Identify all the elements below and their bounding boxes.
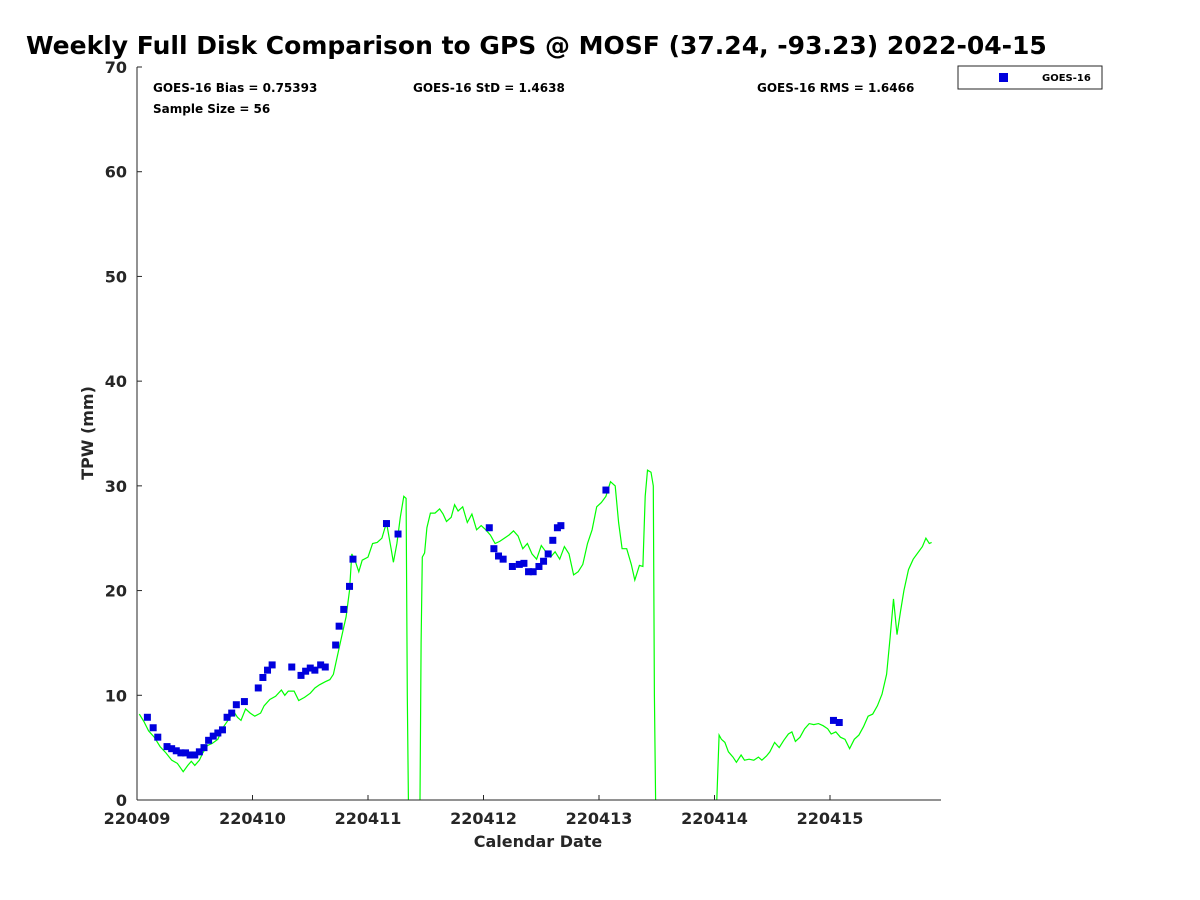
goes16-point xyxy=(182,749,190,757)
y-tick-label: 20 xyxy=(105,582,127,601)
goes16-point xyxy=(335,622,343,630)
y-tick-label: 50 xyxy=(105,267,127,286)
x-tick-label: 220411 xyxy=(335,809,402,828)
goes16-point xyxy=(209,732,217,740)
goes16-point xyxy=(149,724,157,732)
goes16-point xyxy=(332,641,340,649)
goes16-point xyxy=(490,545,498,553)
goes16-point xyxy=(232,701,240,709)
x-tick-label: 220415 xyxy=(797,809,864,828)
goes16-point xyxy=(191,751,199,759)
y-tick-label: 70 xyxy=(105,58,127,77)
goes16-point xyxy=(529,568,537,576)
y-tick-label: 40 xyxy=(105,372,127,391)
goes16-point xyxy=(200,744,208,752)
y-tick-label: 30 xyxy=(105,477,127,496)
legend-label-goes16: GOES-16 xyxy=(1042,73,1091,84)
goes16-point xyxy=(177,749,185,757)
goes16-point xyxy=(240,698,248,706)
goes16-point xyxy=(306,664,314,672)
x-tick-label: 220410 xyxy=(219,809,286,828)
goes16-point xyxy=(520,559,528,567)
goes16-point xyxy=(205,736,213,744)
goes16-point xyxy=(214,729,222,737)
goes16-point xyxy=(311,666,319,674)
goes16-point xyxy=(340,605,348,613)
goes16-point xyxy=(321,663,329,671)
goes16-point xyxy=(602,486,610,494)
std-stat: GOES-16 StD = 1.4638 xyxy=(413,81,565,95)
goes16-point xyxy=(172,747,180,755)
x-axis-label: Calendar Date xyxy=(474,832,603,851)
goes16-point xyxy=(288,663,296,671)
goes16-point xyxy=(508,562,516,570)
goes16-point xyxy=(515,560,523,568)
goes16-point xyxy=(394,530,402,538)
goes16-point xyxy=(835,719,843,727)
goes16-point xyxy=(218,726,226,734)
goes16-point xyxy=(223,713,231,721)
x-tick-label: 220414 xyxy=(681,809,748,828)
gps-line-segment xyxy=(716,536,932,801)
sample-size-stat: Sample Size = 56 xyxy=(153,102,270,116)
x-tick-label: 220409 xyxy=(104,809,171,828)
goes16-point xyxy=(499,555,507,563)
y-tick-label: 10 xyxy=(105,686,127,705)
y-axis-label: TPW (mm) xyxy=(78,386,97,480)
goes16-point xyxy=(154,733,162,741)
legend-box xyxy=(957,65,1103,90)
goes16-point xyxy=(302,667,310,675)
goes16-point xyxy=(143,713,151,721)
goes16-point xyxy=(525,568,533,576)
goes16-point xyxy=(535,562,543,570)
rms-stat: GOES-16 RMS = 1.6466 xyxy=(757,81,914,95)
goes16-point xyxy=(268,661,276,669)
legend: GOES-16 xyxy=(957,65,1103,90)
goes16-point xyxy=(259,673,267,681)
x-tick-label: 220413 xyxy=(566,809,633,828)
goes16-point xyxy=(317,661,325,669)
gps-line-segment xyxy=(138,495,409,801)
gps-line-layer xyxy=(138,469,932,801)
goes16-point xyxy=(549,536,557,544)
goes16-point xyxy=(495,552,503,560)
chart-title: Weekly Full Disk Comparison to GPS @ MOS… xyxy=(26,31,1047,60)
bias-stat: GOES-16 Bias = 0.75393 xyxy=(153,81,317,95)
gps-line-segment xyxy=(419,469,657,801)
goes16-point xyxy=(485,524,493,532)
goes16-point xyxy=(168,745,176,753)
goes16-point xyxy=(349,555,357,563)
y-tick-label: 0 xyxy=(116,791,127,810)
goes16-point xyxy=(557,522,565,530)
goes16-point xyxy=(382,520,390,528)
goes16-point xyxy=(297,671,305,679)
goes16-point xyxy=(544,550,552,558)
goes16-point xyxy=(195,748,203,756)
goes16-point xyxy=(254,684,262,692)
goes16-point xyxy=(540,557,548,565)
plot-area xyxy=(138,469,932,801)
x-ticks: 220409 220410 220411 220412 220413 220414 2204… xyxy=(104,795,864,828)
legend-marker-goes16 xyxy=(999,73,1008,82)
goes16-point xyxy=(186,751,194,759)
x-tick-label: 220412 xyxy=(450,809,517,828)
y-tick-label: 60 xyxy=(105,163,127,182)
goes16-point xyxy=(346,582,354,590)
y-ticks: 0 10 20 30 40 50 60 70 xyxy=(105,58,142,810)
goes16-point xyxy=(829,716,837,724)
goes16-point xyxy=(163,743,171,751)
goes16-point xyxy=(228,709,236,717)
goes-scatter-layer xyxy=(143,486,843,759)
axes: 0 10 20 30 40 50 60 70 220409 220410 220411 220412… xyxy=(104,58,941,828)
goes16-point xyxy=(264,666,272,674)
